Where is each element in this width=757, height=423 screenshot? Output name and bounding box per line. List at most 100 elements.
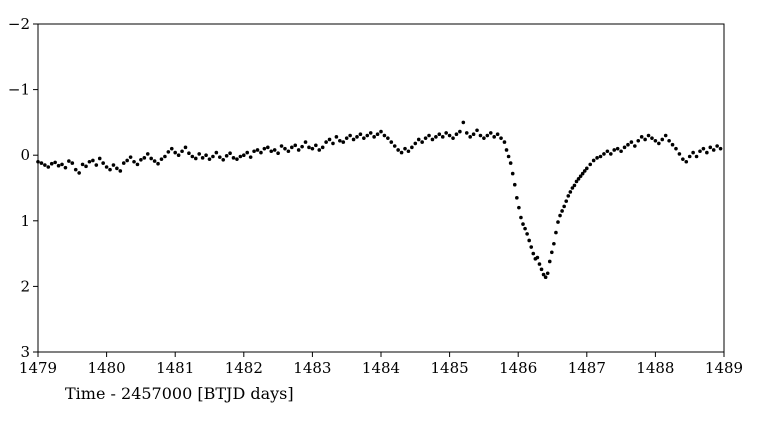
x-tick-label: 1488 <box>636 359 674 377</box>
data-point <box>698 149 702 154</box>
data-point <box>595 156 599 160</box>
data-point <box>653 138 658 143</box>
data-point <box>80 162 85 167</box>
data-point <box>139 157 143 162</box>
data-point <box>454 132 459 137</box>
data-point <box>711 148 716 152</box>
data-point <box>552 241 556 246</box>
data-point <box>118 169 123 173</box>
data-point <box>344 136 349 140</box>
data-point <box>331 141 335 146</box>
x-tick-label: 1485 <box>431 359 469 377</box>
data-point <box>681 157 685 161</box>
data-point <box>423 136 428 140</box>
data-point <box>515 196 519 200</box>
data-point <box>499 136 503 140</box>
data-point <box>539 267 544 272</box>
data-point <box>382 133 387 138</box>
data-point <box>521 222 525 226</box>
data-point <box>403 146 407 151</box>
data-point <box>341 140 346 144</box>
data-point <box>478 133 483 138</box>
data-point <box>547 259 552 264</box>
data-point <box>663 133 668 138</box>
data-point <box>303 140 308 144</box>
data-point <box>677 152 682 156</box>
data-point <box>132 159 136 164</box>
data-point <box>578 174 583 178</box>
data-point <box>149 156 153 161</box>
data-point <box>636 138 641 143</box>
data-point <box>180 149 184 154</box>
data-point <box>190 154 195 159</box>
data-point <box>368 131 373 135</box>
y-tick-label: 2 <box>20 277 30 295</box>
data-point <box>60 162 64 167</box>
data-point <box>657 141 661 146</box>
data-point <box>255 148 260 152</box>
data-point <box>694 154 699 159</box>
data-point <box>529 245 534 249</box>
data-point <box>39 161 44 165</box>
data-point <box>125 158 129 163</box>
data-point <box>550 250 554 255</box>
x-tick-label: 1481 <box>156 359 194 377</box>
data-point <box>348 133 352 138</box>
data-point <box>296 148 301 152</box>
data-point <box>355 135 359 139</box>
data-point <box>94 163 99 167</box>
data-point <box>310 146 315 151</box>
data-point <box>485 133 490 138</box>
data-point <box>91 158 95 163</box>
x-tick-label: 1482 <box>225 359 263 377</box>
data-point <box>104 165 109 169</box>
data-point <box>506 154 511 159</box>
data-point <box>568 190 573 194</box>
data-point <box>187 151 191 156</box>
data-point <box>362 136 366 140</box>
data-point <box>324 140 328 144</box>
data-point <box>580 171 585 176</box>
data-point <box>574 179 579 184</box>
data-point <box>259 150 263 155</box>
data-point <box>543 275 548 280</box>
data-point <box>545 271 550 276</box>
data-point <box>576 177 581 181</box>
data-point <box>290 145 294 150</box>
data-point <box>440 135 445 139</box>
data-point <box>639 135 644 139</box>
data-point <box>588 162 593 167</box>
data-points-layer <box>36 120 723 280</box>
plot-frame <box>37 23 725 353</box>
data-point <box>399 150 404 155</box>
data-point <box>49 161 54 166</box>
data-point <box>502 140 507 144</box>
data-point <box>410 145 414 150</box>
data-point <box>458 129 462 134</box>
data-point <box>317 148 322 152</box>
data-point <box>224 154 229 158</box>
data-point <box>650 136 654 140</box>
data-point <box>217 155 222 159</box>
data-point <box>279 144 284 148</box>
data-point <box>413 141 418 146</box>
data-point <box>70 161 75 165</box>
data-point <box>535 255 540 260</box>
data-point <box>560 209 564 213</box>
data-point <box>475 128 479 133</box>
data-point <box>510 171 515 176</box>
data-point <box>320 145 325 150</box>
data-point <box>200 156 205 160</box>
y-tick-label: 3 <box>20 343 30 361</box>
data-point <box>504 148 509 152</box>
data-point <box>152 159 157 163</box>
data-point <box>386 136 390 140</box>
data-point <box>602 152 606 156</box>
data-point <box>482 136 486 140</box>
data-point <box>670 142 675 147</box>
data-point <box>508 161 513 165</box>
axis-ticks-layer: 1479 1480 1481 1482 1483 1484 1485 1486 1487 1488… <box>8 15 743 377</box>
data-point <box>214 150 219 155</box>
data-point <box>556 220 560 224</box>
